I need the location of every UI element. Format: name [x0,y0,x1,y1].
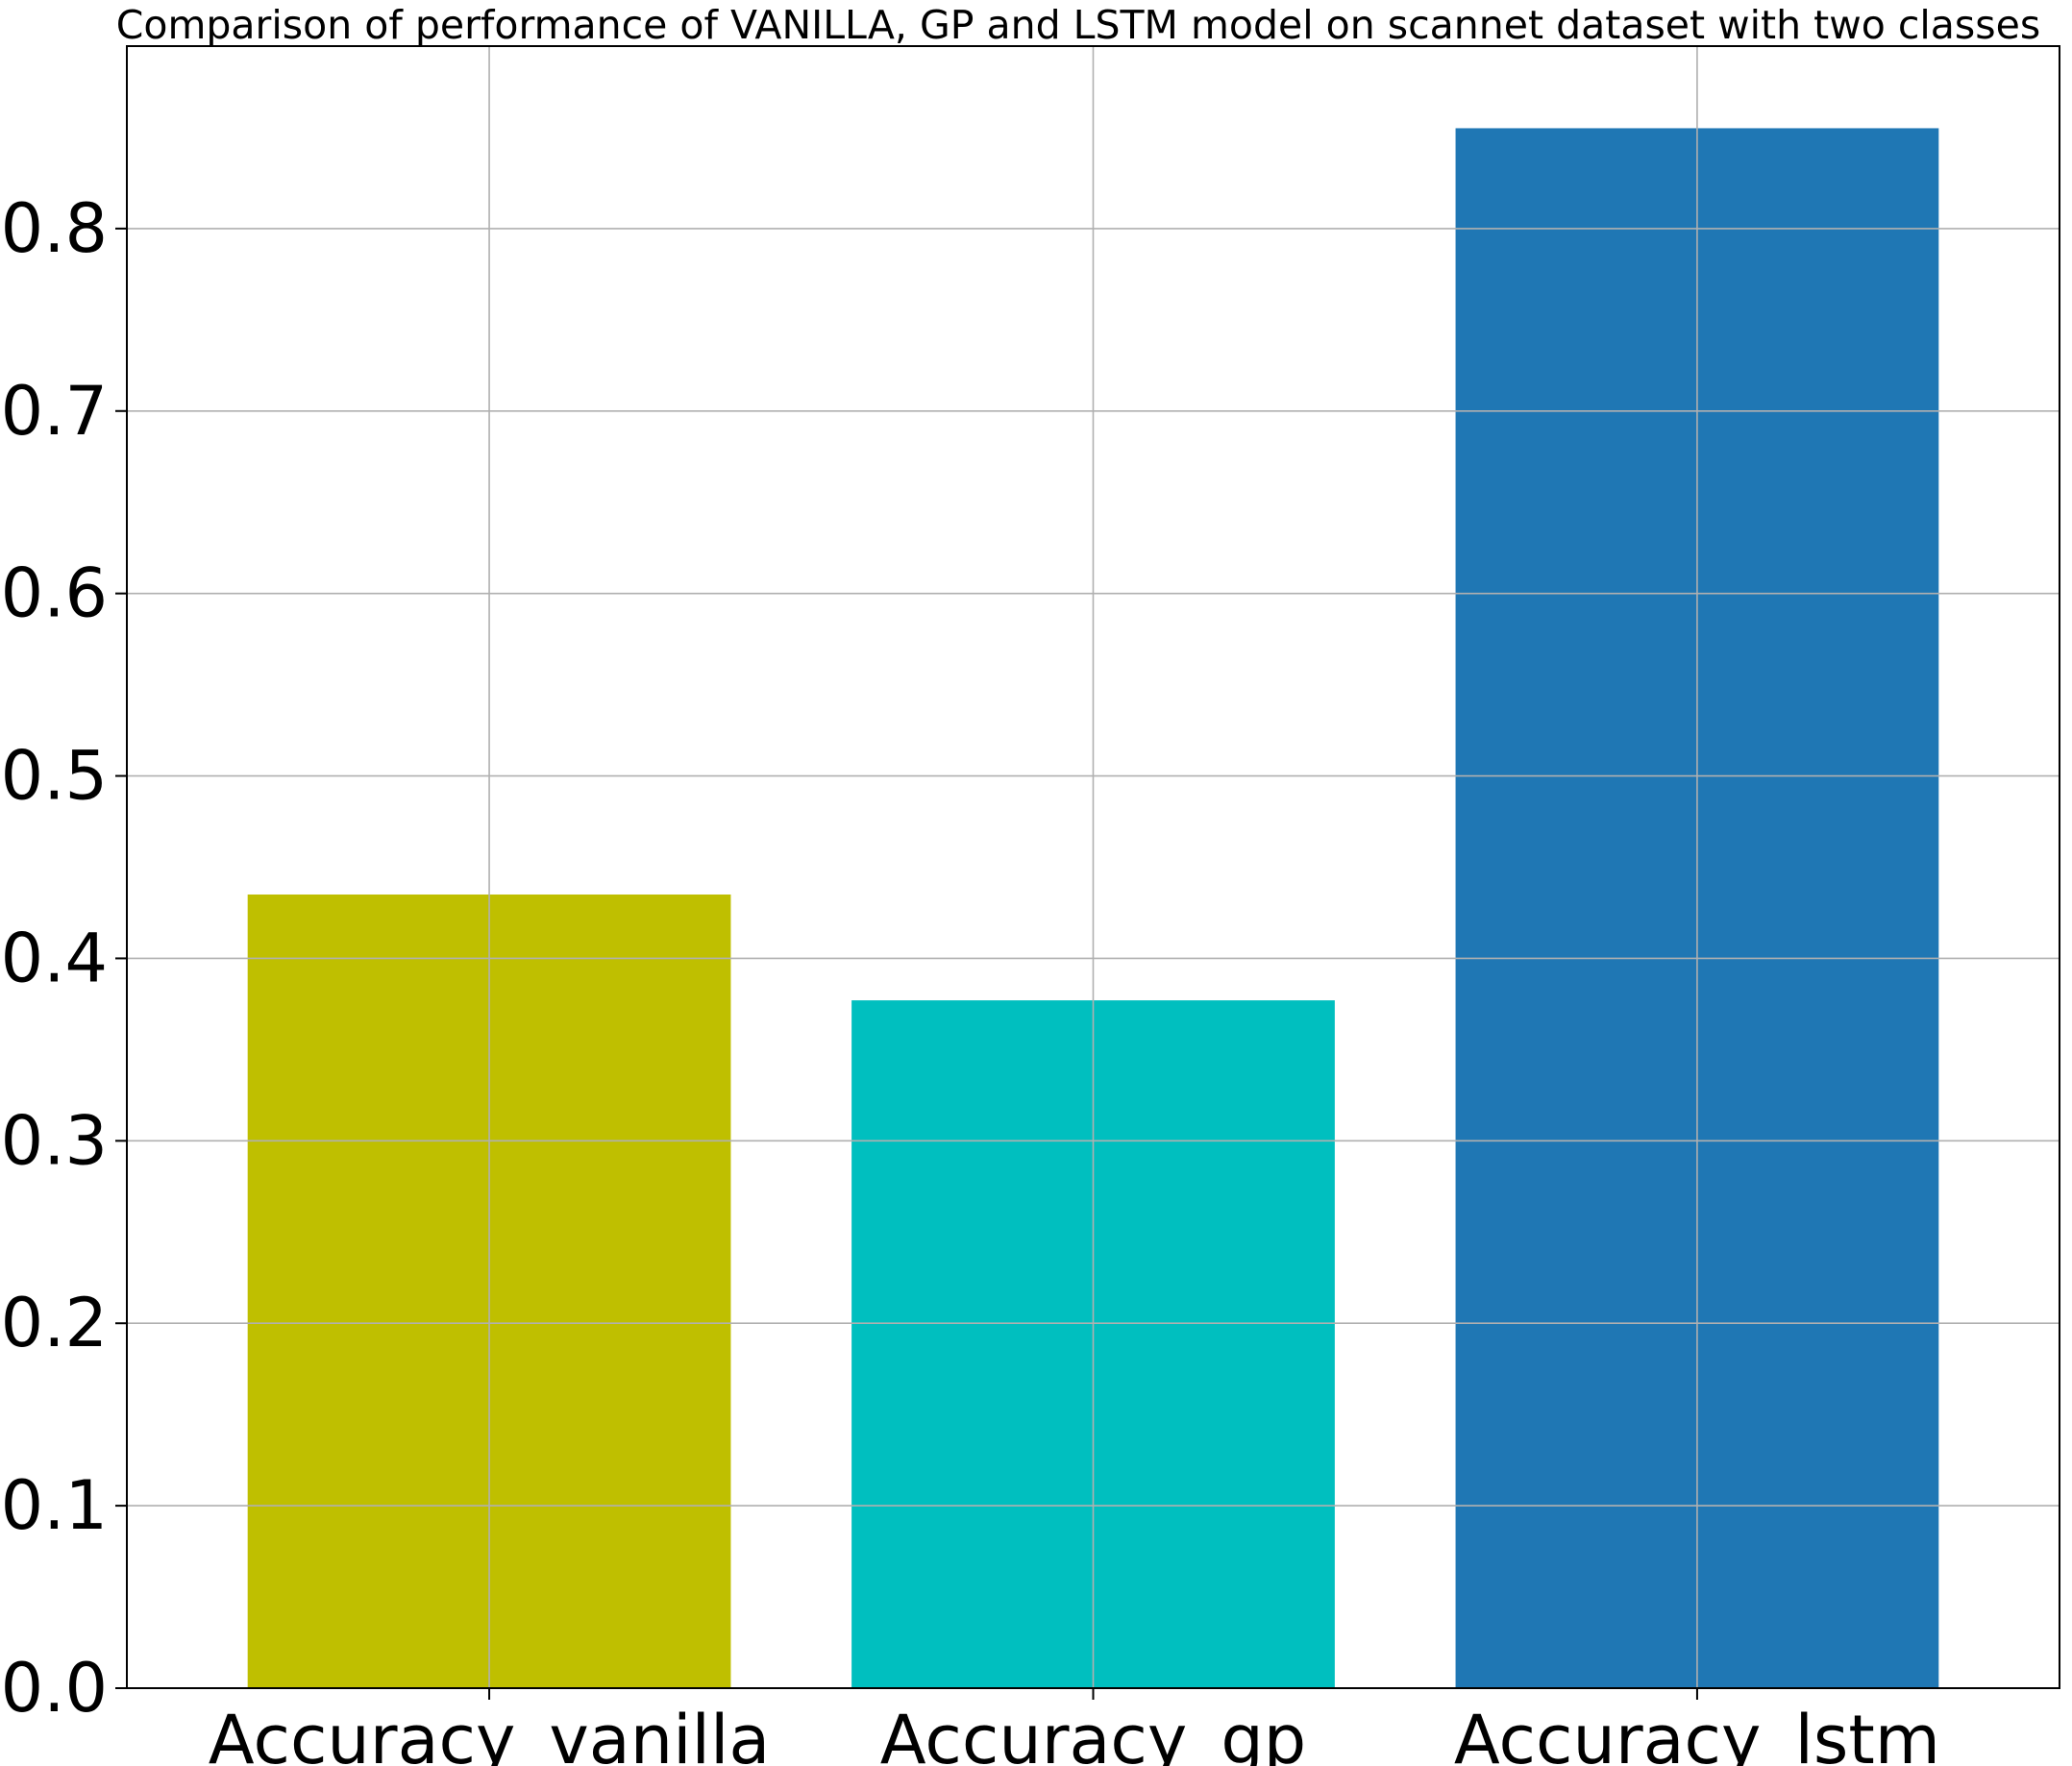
y-tick-label: 0.0 [1,1649,108,1728]
y-tick-label: 0.1 [1,1466,108,1545]
x-tick-label: Accuracy_lstm [1454,1701,1940,1766]
x-tick-label: Accuracy_vanilla [209,1701,771,1766]
y-tick-label: 0.3 [1,1101,108,1180]
x-axis-ticks: Accuracy_vanilla Accuracy_gp Accuracy_lstm [209,1688,1940,1766]
grid-lines-over-bars [127,46,2060,1689]
y-tick-label: 0.7 [1,372,108,451]
y-axis-ticks: 0.0 0.1 0.2 0.3 0.4 0.5 0.6 0.7 0.8 [1,189,127,1728]
chart-title: Comparison of performance of VANILLA, GP… [116,2,2041,48]
y-tick-label: 0.5 [1,737,108,816]
y-tick-label: 0.4 [1,919,108,997]
y-tick-label: 0.8 [1,189,108,268]
x-tick-label: Accuracy_gp [880,1701,1306,1766]
y-tick-label: 0.2 [1,1284,108,1362]
y-tick-label: 0.6 [1,554,108,633]
